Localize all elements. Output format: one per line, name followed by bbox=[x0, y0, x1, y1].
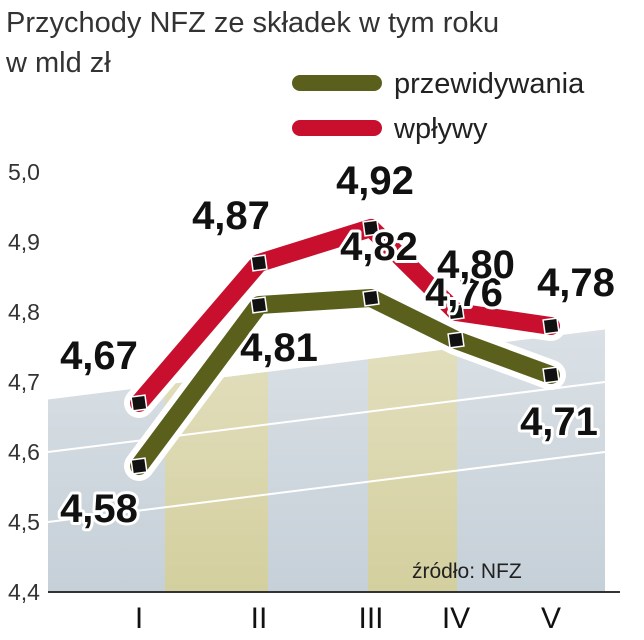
point-wplywy bbox=[130, 394, 148, 412]
y-tick-label: 5,0 bbox=[8, 159, 40, 185]
data-labels: 4,58 4,81 4,824,76 4,71 4,67 4,87 4,92 4,80 4,78 bbox=[57, 156, 618, 534]
x-tick-label: I bbox=[135, 602, 143, 635]
point-wplywy bbox=[447, 303, 465, 321]
legend-item-przewidywania: przewidywania bbox=[292, 68, 585, 100]
data-label-wplywy: 4,78 bbox=[537, 261, 615, 305]
chart-subtitle: w mld zł bbox=[5, 47, 111, 79]
gridline bbox=[47, 451, 606, 523]
data-label-wplywy: 4,67 bbox=[60, 334, 138, 378]
x-tick-label: V bbox=[541, 602, 561, 635]
point-przewidywania bbox=[542, 366, 560, 384]
legend-label-wplywy: wpływy bbox=[393, 113, 488, 145]
point-przewidywania bbox=[130, 457, 148, 475]
chart-title: Przychody NFZ ze składek w tym roku bbox=[6, 7, 499, 39]
y-axis-ticks: 4,4 4,5 4,6 4,7 4,8 4,9 5,0 bbox=[8, 159, 40, 605]
data-label-przewidywania: 4,76 bbox=[425, 271, 503, 315]
y-tick-label: 4,6 bbox=[8, 439, 40, 465]
data-label-przewidywania: 4,71 bbox=[520, 400, 598, 444]
point-wplywy bbox=[362, 219, 380, 237]
x-tick-label: III bbox=[358, 602, 383, 635]
legend: przewidywania wpływy bbox=[292, 68, 585, 145]
y-tick-label: 4,7 bbox=[8, 369, 40, 395]
data-label-wplywy: 4,80 bbox=[437, 243, 515, 287]
source-note: źródło: NFZ bbox=[412, 560, 522, 583]
x-tick-label: IV bbox=[442, 602, 470, 635]
point-wplywy bbox=[250, 254, 268, 272]
point-wplywy bbox=[542, 317, 560, 335]
y-tick-label: 4,5 bbox=[8, 509, 40, 535]
data-label-wplywy: 4,92 bbox=[336, 159, 414, 203]
data-label-przewidywania: 4,81 bbox=[240, 326, 318, 370]
series-points bbox=[130, 219, 560, 475]
y-tick-label: 4,8 bbox=[8, 299, 40, 325]
y-tick-label: 4,4 bbox=[8, 579, 40, 605]
data-label-przewidywania: 4,82 bbox=[340, 225, 418, 269]
data-label-wplywy: 4,87 bbox=[192, 194, 270, 238]
y-tick-label: 4,9 bbox=[8, 229, 40, 255]
legend-label-przewidywania: przewidywania bbox=[394, 68, 585, 100]
data-label-przewidywania: 4,58 bbox=[60, 487, 138, 531]
legend-item-wplywy: wpływy bbox=[292, 113, 488, 145]
x-axis-ticks: I II III IV V bbox=[135, 602, 561, 635]
point-przewidywania bbox=[250, 296, 268, 314]
x-tick-label: II bbox=[251, 602, 268, 635]
point-przewidywania bbox=[447, 331, 465, 349]
point-przewidywania bbox=[362, 289, 380, 307]
